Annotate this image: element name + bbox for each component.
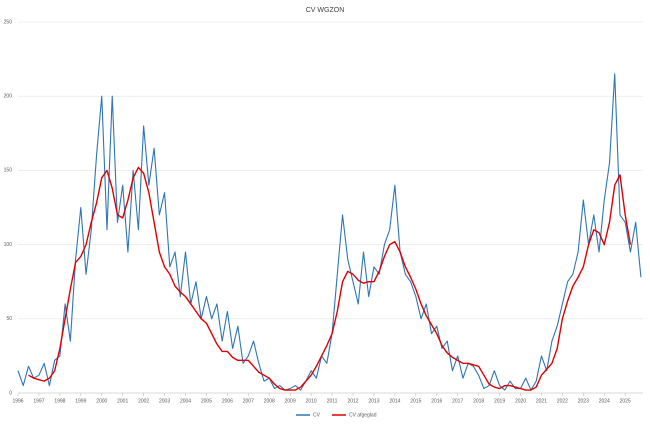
x-tick-label: 2017 bbox=[452, 398, 463, 404]
x-tick-label: 2009 bbox=[285, 398, 296, 404]
y-tick-label: 250 bbox=[4, 19, 13, 25]
x-tick-label: 2002 bbox=[138, 398, 149, 404]
y-tick-label: 200 bbox=[4, 94, 13, 100]
x-tick-label: 2025 bbox=[620, 398, 631, 404]
legend-label: CV bbox=[313, 412, 321, 418]
x-tick-label: 2004 bbox=[180, 398, 191, 404]
x-tick-label: 2001 bbox=[117, 398, 128, 404]
series-line bbox=[28, 166, 632, 391]
x-tick-label: 2000 bbox=[96, 398, 107, 404]
x-tick-label: 2011 bbox=[327, 398, 338, 404]
x-tick-label: 2021 bbox=[536, 398, 547, 404]
x-tick-label: 2023 bbox=[578, 398, 589, 404]
x-tick-label: 2010 bbox=[306, 398, 317, 404]
x-tick-label: 2013 bbox=[368, 398, 379, 404]
x-tick-label: 1998 bbox=[54, 398, 65, 404]
x-tick-label: 2020 bbox=[515, 398, 526, 404]
x-tick-label: 1997 bbox=[33, 398, 44, 404]
y-tick-label: 50 bbox=[6, 316, 12, 322]
x-tick-label: 1996 bbox=[12, 398, 23, 404]
series-line bbox=[17, 73, 642, 391]
x-tick-label: 2016 bbox=[431, 398, 442, 404]
x-tick-label: 2003 bbox=[159, 398, 170, 404]
x-tick-label: 2018 bbox=[473, 398, 484, 404]
x-tick-label: 2014 bbox=[389, 398, 400, 404]
x-tick-label: 2024 bbox=[599, 398, 610, 404]
x-tick-label: 2015 bbox=[410, 398, 421, 404]
x-tick-label: 2022 bbox=[557, 398, 568, 404]
x-tick-label: 2005 bbox=[201, 398, 212, 404]
y-tick-label: 150 bbox=[4, 168, 13, 174]
legend-label: CV afgeglad bbox=[349, 412, 377, 418]
x-tick-label: 1999 bbox=[75, 398, 86, 404]
y-tick-label: 0 bbox=[9, 390, 12, 396]
chart-title: CV WGZON bbox=[306, 7, 345, 14]
x-tick-label: 2006 bbox=[222, 398, 233, 404]
y-tick-label: 100 bbox=[4, 242, 13, 248]
x-tick-label: 2007 bbox=[243, 398, 254, 404]
x-tick-label: 2008 bbox=[264, 398, 275, 404]
x-tick-label: 2012 bbox=[347, 398, 358, 404]
x-tick-label: 2019 bbox=[494, 398, 505, 404]
